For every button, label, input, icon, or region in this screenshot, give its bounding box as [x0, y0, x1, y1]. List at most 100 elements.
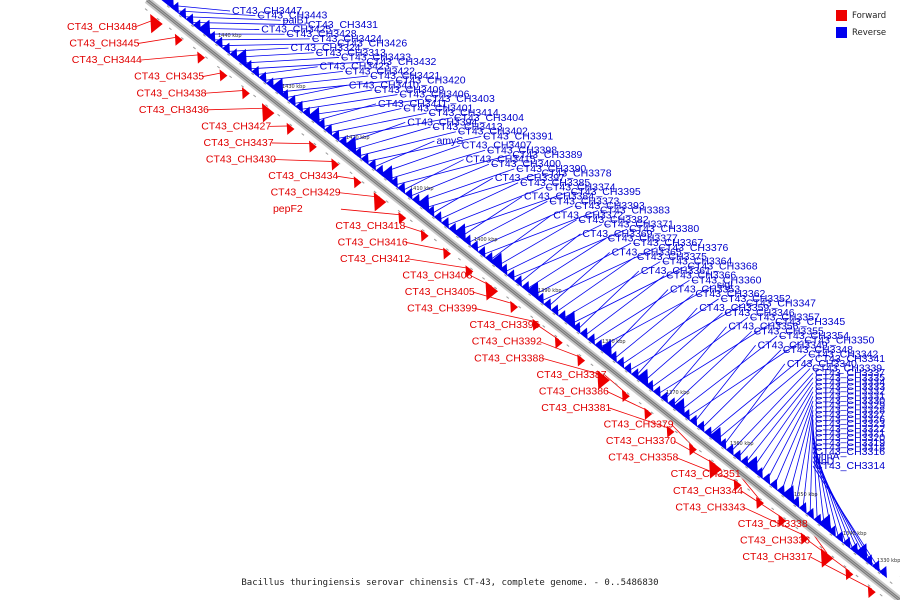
gene-label[interactable]: CT43_CH3378	[542, 168, 612, 180]
gene-label[interactable]: CT43_CH3384	[524, 191, 594, 203]
gene-label[interactable]: CT43_CH3357	[750, 311, 820, 323]
gene-label[interactable]: CT43_CH3426	[337, 38, 407, 50]
gene-label[interactable]: CT43_CH3391	[483, 130, 553, 142]
gene-label[interactable]: CT43_CH3368	[688, 260, 758, 272]
gene-label[interactable]: CT43_CH3434	[268, 170, 338, 182]
gene-label[interactable]: CT43_CH3314	[815, 460, 885, 472]
gene-label[interactable]: CT43_CH3408	[402, 269, 472, 281]
gene-label[interactable]: CT43_CH3336	[740, 534, 810, 546]
gene-label[interactable]: CT43_CH3414	[429, 107, 499, 119]
gene-label[interactable]: CT43_CH3394	[407, 116, 477, 128]
gene-label[interactable]: CT43_CH3366	[666, 270, 736, 282]
gene-label[interactable]: CT43_CH3425	[261, 24, 331, 36]
gene-label[interactable]: pepF2	[273, 203, 303, 215]
gene-label[interactable]: CT43_CH3385	[520, 177, 590, 189]
gene-label[interactable]: CT43_CH3327	[815, 409, 885, 421]
gene-label[interactable]: CT43_CH3381	[541, 402, 611, 414]
gene-label[interactable]: CT43_CH3390	[516, 163, 586, 175]
gene-label[interactable]: CT43_CH3443	[257, 10, 327, 22]
gene-label[interactable]: CT43_CH3382	[579, 214, 649, 226]
gene-label[interactable]: CT43_CH3323	[815, 418, 885, 430]
gene-label[interactable]: CT43_CH3411	[378, 98, 447, 110]
gene-label[interactable]: CT43_CH3322	[815, 423, 885, 435]
gene-label[interactable]: CT43_CH3344	[673, 485, 743, 497]
gene-label[interactable]: CT43_CH3388	[474, 352, 544, 364]
gene-label[interactable]: CT43_CH3432	[366, 56, 436, 68]
gene-label[interactable]: CT43_CH3427	[201, 120, 271, 132]
gene-label[interactable]: CT43_CH3365	[612, 246, 682, 258]
gene-label[interactable]: amyS	[436, 135, 463, 147]
gene-label[interactable]: CT43_CH3406	[399, 89, 469, 101]
gene-label[interactable]: CT43_CH3359	[699, 302, 769, 314]
gene-label[interactable]: CT43_CH3370	[606, 435, 676, 447]
gene-label[interactable]: CT43_CH3430	[206, 154, 276, 166]
gene-label[interactable]: CT43_CH3316	[815, 446, 885, 458]
gene-label[interactable]: CT43_CH3375	[637, 251, 707, 263]
gene-label[interactable]: CT43_CH3331	[815, 390, 885, 402]
gene-label[interactable]: CT43_CH3332	[815, 386, 885, 398]
gene-label[interactable]: CT43_CH3399	[407, 303, 477, 315]
gene-label[interactable]: CT43_CH3333	[815, 381, 885, 393]
gene-label[interactable]: CT43_CH3340	[787, 358, 857, 370]
gene-label[interactable]: CT43_CH3377	[608, 233, 678, 245]
gene-label[interactable]: ribD	[815, 455, 835, 467]
gene-label[interactable]: CT43_CH3313	[316, 47, 386, 59]
gene-label[interactable]: CT43_CH3444	[72, 54, 142, 66]
gene-label[interactable]: CT43_CH3437	[204, 137, 274, 149]
gene-label[interactable]: CT43_CH3369	[582, 228, 652, 240]
gene-label[interactable]: CT43_CH3362	[695, 288, 765, 300]
gene-label[interactable]: CT43_CH3358	[608, 452, 678, 464]
gene-label[interactable]: CT43_CH3318	[815, 441, 885, 453]
gene-label[interactable]: CT43_CH3342	[808, 349, 878, 361]
gene-label[interactable]: CT43_CH3352	[721, 293, 791, 305]
gene-label[interactable]: CT43_CH3341	[815, 353, 885, 365]
gene-label[interactable]: CT43_CH3364	[662, 256, 732, 268]
gene-label[interactable]: CT43_CH3448	[67, 21, 137, 33]
gene-label[interactable]: CT43_CH3383	[600, 205, 670, 217]
gene-label[interactable]: CT43_CH3372	[553, 209, 623, 221]
gene-label[interactable]: CT43_CH3367	[633, 237, 703, 249]
gene-label[interactable]: paiB1	[283, 14, 310, 26]
gene-label[interactable]: CT43_CH3380	[629, 223, 699, 235]
gene-label[interactable]: CT43_CH3386	[539, 385, 609, 397]
gene-label[interactable]: CT43_CH3416	[338, 236, 408, 248]
gene-label[interactable]: CT43_CH3361	[641, 265, 711, 277]
gene-label[interactable]: CT43_CH3317	[742, 551, 812, 563]
gene-label[interactable]: CT43_CH3346	[725, 307, 795, 319]
gene-label[interactable]: CT43_CH3376	[658, 242, 728, 254]
gene-label[interactable]: CT43_CH3418	[335, 220, 405, 232]
gene-label[interactable]: CT43_CH3447	[232, 5, 302, 17]
gene-label[interactable]: CT43_CH3445	[69, 38, 139, 50]
gene-label[interactable]: CT43_CH3371	[604, 219, 674, 231]
gene-label[interactable]: CT43_CH3351	[671, 468, 741, 480]
gene-label[interactable]: CT43_CH3396	[469, 319, 539, 331]
gene-label[interactable]: CT43_CH3402	[458, 126, 528, 138]
gene-label[interactable]: CT43_CH3373	[549, 195, 619, 207]
gene-label[interactable]: CT43_CH3410	[349, 79, 419, 91]
gene-label[interactable]: CT43_CH3412	[340, 253, 410, 265]
gene-label[interactable]: CT43_CH3400	[491, 158, 561, 170]
gene-label[interactable]: CT43_CH3348	[783, 344, 853, 356]
gene-label[interactable]: CT43_CH3398	[487, 144, 557, 156]
gene-label[interactable]: CT43_CH3355	[754, 325, 824, 337]
gene-label[interactable]: CT43_CH3330	[815, 395, 885, 407]
gene-label[interactable]: CT43_CH3420	[396, 75, 466, 87]
gene-label[interactable]: CT43_CH3328	[815, 404, 885, 416]
gene-label[interactable]: CT43_CH3343	[675, 501, 745, 513]
gene-label[interactable]: CT43_CH3389	[512, 149, 582, 161]
gene-label[interactable]: CT43_CH3405	[405, 286, 475, 298]
gene-label[interactable]: CT43_CH3401	[403, 103, 473, 115]
gene-label[interactable]: CT43_CH3431	[308, 19, 378, 31]
gene-label[interactable]: CT43_CH3335	[815, 372, 885, 384]
gene-label[interactable]: CT43_CH3421	[370, 70, 440, 82]
gene-label[interactable]: CT43_CH3337	[815, 367, 885, 379]
gene-label[interactable]: CT43_CH3349	[758, 339, 828, 351]
gene-label[interactable]: CT43_CH3397	[495, 172, 565, 184]
gene-label[interactable]: CT43_CH3345	[775, 316, 845, 328]
gene-label[interactable]: CT43_CH3392	[472, 336, 542, 348]
gene-label[interactable]: CT43_CH3338	[738, 518, 808, 530]
gene-label[interactable]: CT43_CH3393	[575, 200, 645, 212]
gene-label[interactable]: CT43_CH3424	[312, 33, 382, 45]
gene-label[interactable]: CT43_CH3387	[537, 369, 607, 381]
gene-label[interactable]: CT43_CH3319	[815, 437, 885, 449]
